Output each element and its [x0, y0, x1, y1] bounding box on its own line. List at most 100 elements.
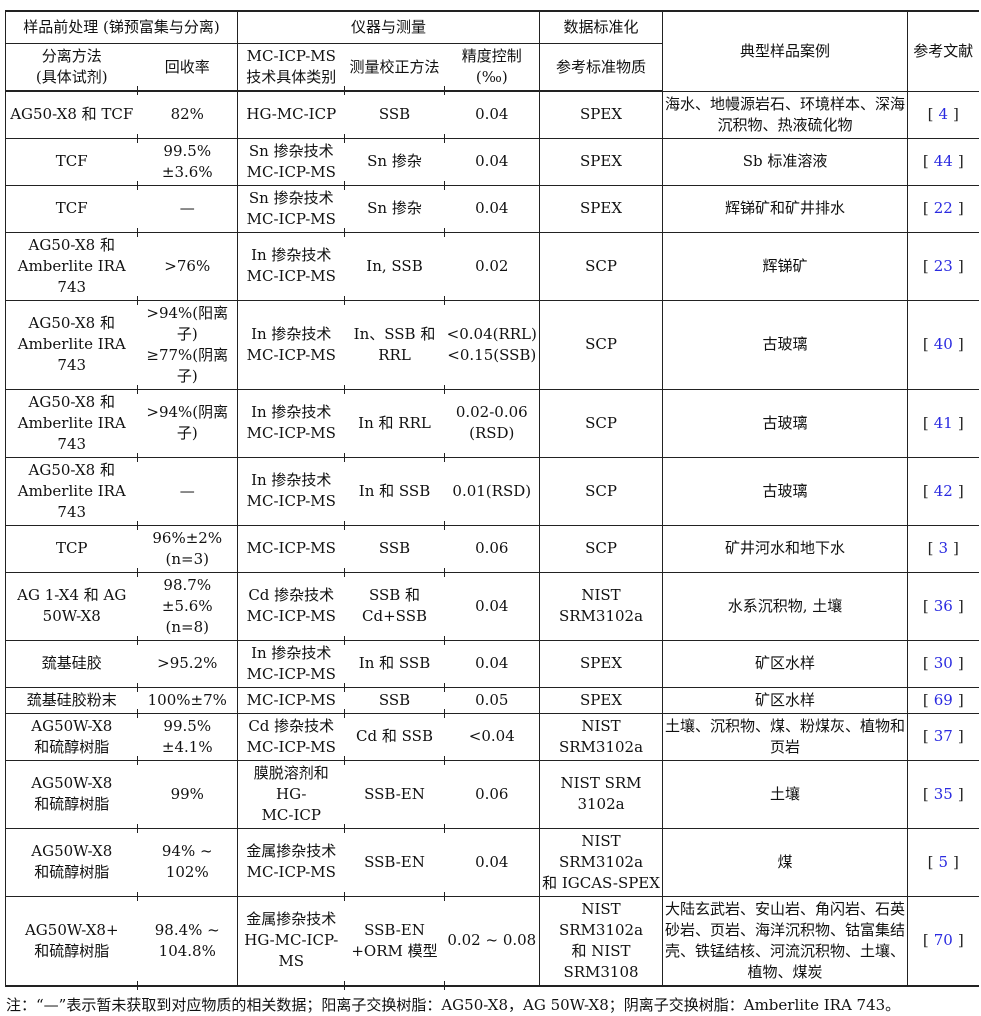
- cell-correction: In, SSB: [343, 232, 445, 304]
- cell-correction: In 和 RRL: [343, 389, 445, 461]
- cell-correction: SSB-EN: [343, 828, 445, 900]
- cell-recovery: 99.5%±3.6%: [136, 138, 238, 189]
- header-group-row: 样品前处理 (锑预富集与分离) 仪器与测量 数据标准化 典型样品案例 参考文献: [5, 11, 979, 92]
- ref-bracket-close: ]: [957, 690, 964, 709]
- table-row: 巯基硅胶粉末 100%±7% MC-ICP-MS SSB 0.05 SPEX 矿…: [5, 687, 979, 717]
- cell-technique: 金属掺杂技术 MC-ICP-MS: [237, 828, 345, 897]
- reference-link[interactable]: 40: [933, 335, 953, 353]
- reference-link[interactable]: 4: [938, 105, 949, 123]
- reference-citation: [4]: [907, 91, 979, 139]
- ref-bracket-close: ]: [957, 335, 964, 353]
- cell-method: TCF: [5, 138, 138, 186]
- reference-link[interactable]: 44: [933, 152, 953, 170]
- cell-samples: 土壤: [662, 760, 908, 829]
- ref-bracket-open: [: [922, 596, 929, 615]
- table-row: AG50-X8 和 Amberlite IRA 743 >94%(阴离子) In…: [5, 389, 979, 461]
- cell-precision: 0.04: [443, 572, 540, 644]
- cell-technique: Cd 掺杂技术 MC-ICP-MS: [237, 713, 345, 761]
- reference-link[interactable]: 41: [933, 413, 953, 432]
- reference-citation: [40]: [907, 300, 979, 390]
- table-row: 巯基硅胶 >95.2% In 掺杂技术 MC-ICP-MS In 和 SSB 0…: [5, 640, 979, 691]
- cell-method: 巯基硅胶粉末: [5, 687, 138, 714]
- table-row: AG50-X8 和 Amberlite IRA 743 >94%(阳离子) ≥7…: [5, 300, 979, 393]
- header-col-recovery: 回收率: [136, 43, 238, 94]
- cell-technique: MC-ICP-MS: [237, 687, 345, 714]
- table-row: TCF — Sn 掺杂技术 MC-ICP-MS Sn 掺杂 0.04 SPEX …: [5, 185, 979, 236]
- table-row: AG 1-X4 和 AG 50W-X8 98.7%±5.6% (n=8) Cd …: [5, 572, 979, 644]
- cell-samples: 古玻璃: [662, 457, 908, 526]
- cell-technique: HG-MC-ICP: [237, 91, 345, 139]
- header-col-precision: 精度控制 (‰): [443, 43, 540, 94]
- table-header: 样品前处理 (锑预富集与分离) 仪器与测量 数据标准化 典型样品案例 参考文献 …: [5, 11, 979, 94]
- cell-precision: 0.04: [443, 185, 540, 236]
- cell-precision: 0.06: [443, 760, 540, 832]
- cell-standard: SPEX: [539, 185, 663, 233]
- footnote: 注：“—”表示暂未获取到对应物质的相关数据；阳离子交换树脂：AG50-X8，AG…: [6, 995, 901, 1014]
- ref-bracket-close: ]: [957, 654, 964, 672]
- cell-precision: 0.05: [443, 687, 540, 717]
- reference-citation: [30]: [907, 640, 979, 688]
- cell-method: AG50W-X8 和硫醇树脂: [5, 713, 138, 761]
- reference-link[interactable]: 5: [938, 852, 949, 871]
- cell-standard: NIST SRM3102a: [539, 572, 663, 641]
- cell-standard: SCP: [539, 457, 663, 526]
- ref-bracket-open: [: [922, 413, 929, 432]
- ref-bracket-close: ]: [957, 931, 964, 949]
- header-group-instrument: 仪器与测量: [237, 11, 540, 44]
- cell-samples: 土壤、沉积物、煤、粉煤灰、植物和 页岩: [662, 713, 908, 761]
- cell-standard: SCP: [539, 232, 663, 301]
- cell-precision: <0.04: [443, 713, 540, 764]
- reference-link[interactable]: 36: [933, 596, 953, 615]
- cell-method: AG50-X8 和 Amberlite IRA 743: [5, 389, 138, 458]
- cell-precision: 0.04: [443, 138, 540, 189]
- cell-samples: 辉锑矿: [662, 232, 908, 301]
- cell-recovery: 98.7%±5.6% (n=8): [136, 572, 238, 644]
- reference-citation: [35]: [907, 760, 979, 829]
- cell-precision: 0.04: [443, 828, 540, 900]
- reference-link[interactable]: 23: [933, 256, 953, 275]
- reference-citation: [22]: [907, 185, 979, 233]
- reference-link[interactable]: 22: [933, 199, 953, 217]
- table-row: AG50W-X8 和硫醇树脂 99.5%±4.1% Cd 掺杂技术 MC-ICP…: [5, 713, 979, 764]
- reference-link[interactable]: 35: [933, 784, 953, 803]
- cell-method: AG50-X8 和 Amberlite IRA 743: [5, 300, 138, 390]
- header-references: 参考文献: [907, 11, 979, 92]
- reference-link[interactable]: 69: [933, 690, 953, 709]
- reference-link[interactable]: 30: [933, 654, 953, 672]
- table-row: TCP 96%±2%(n=3) MC-ICP-MS SSB 0.06 SCP 矿…: [5, 525, 979, 576]
- reference-link[interactable]: 3: [938, 539, 949, 557]
- cell-recovery: 82%: [136, 91, 238, 142]
- reference-citation: [3]: [907, 525, 979, 573]
- reference-link[interactable]: 37: [933, 727, 953, 745]
- cell-technique: In 掺杂技术 MC-ICP-MS: [237, 232, 345, 301]
- ref-bracket-close: ]: [957, 784, 964, 803]
- ref-bracket-open: [: [922, 654, 929, 672]
- cell-precision: 0.06: [443, 525, 540, 576]
- header-typical-samples: 典型样品案例: [662, 11, 908, 92]
- reference-link[interactable]: 42: [933, 481, 953, 500]
- cell-samples: 古玻璃: [662, 300, 908, 390]
- cell-standard: NIST SRM3102a: [539, 713, 663, 761]
- cell-recovery: 94% ~ 102%: [136, 828, 238, 900]
- ref-bracket-open: [: [922, 481, 929, 500]
- cell-correction: Sn 掺杂: [343, 138, 445, 189]
- reference-citation: [42]: [907, 457, 979, 526]
- ref-bracket-close: ]: [957, 413, 964, 432]
- cell-precision: 0.02 ~ 0.08: [443, 896, 540, 989]
- cell-correction: SSB: [343, 687, 445, 717]
- table-row: AG50-X8 和 Amberlite IRA 743 >76% In 掺杂技术…: [5, 232, 979, 304]
- cell-technique: Sn 掺杂技术 MC-ICP-MS: [237, 185, 345, 233]
- ref-bracket-close: ]: [953, 539, 959, 557]
- table-row: AG50-X8 和 Amberlite IRA 743 — In 掺杂技术 MC…: [5, 457, 979, 529]
- cell-recovery: >94%(阴离子): [136, 389, 238, 461]
- table-row: AG50-X8 和 TCF 82% HG-MC-ICP SSB 0.04 SPE…: [5, 91, 979, 142]
- ref-bracket-open: [: [922, 152, 929, 170]
- reference-link[interactable]: 70: [933, 931, 953, 949]
- cell-samples: Sb 标准溶液: [662, 138, 908, 186]
- reference-citation: [69]: [907, 687, 979, 714]
- header-col-standard: 参考标准物质: [539, 43, 663, 92]
- ref-bracket-open: [: [927, 539, 934, 557]
- cell-correction: SSB 和 Cd+SSB: [343, 572, 445, 644]
- cell-correction: SSB: [343, 91, 445, 142]
